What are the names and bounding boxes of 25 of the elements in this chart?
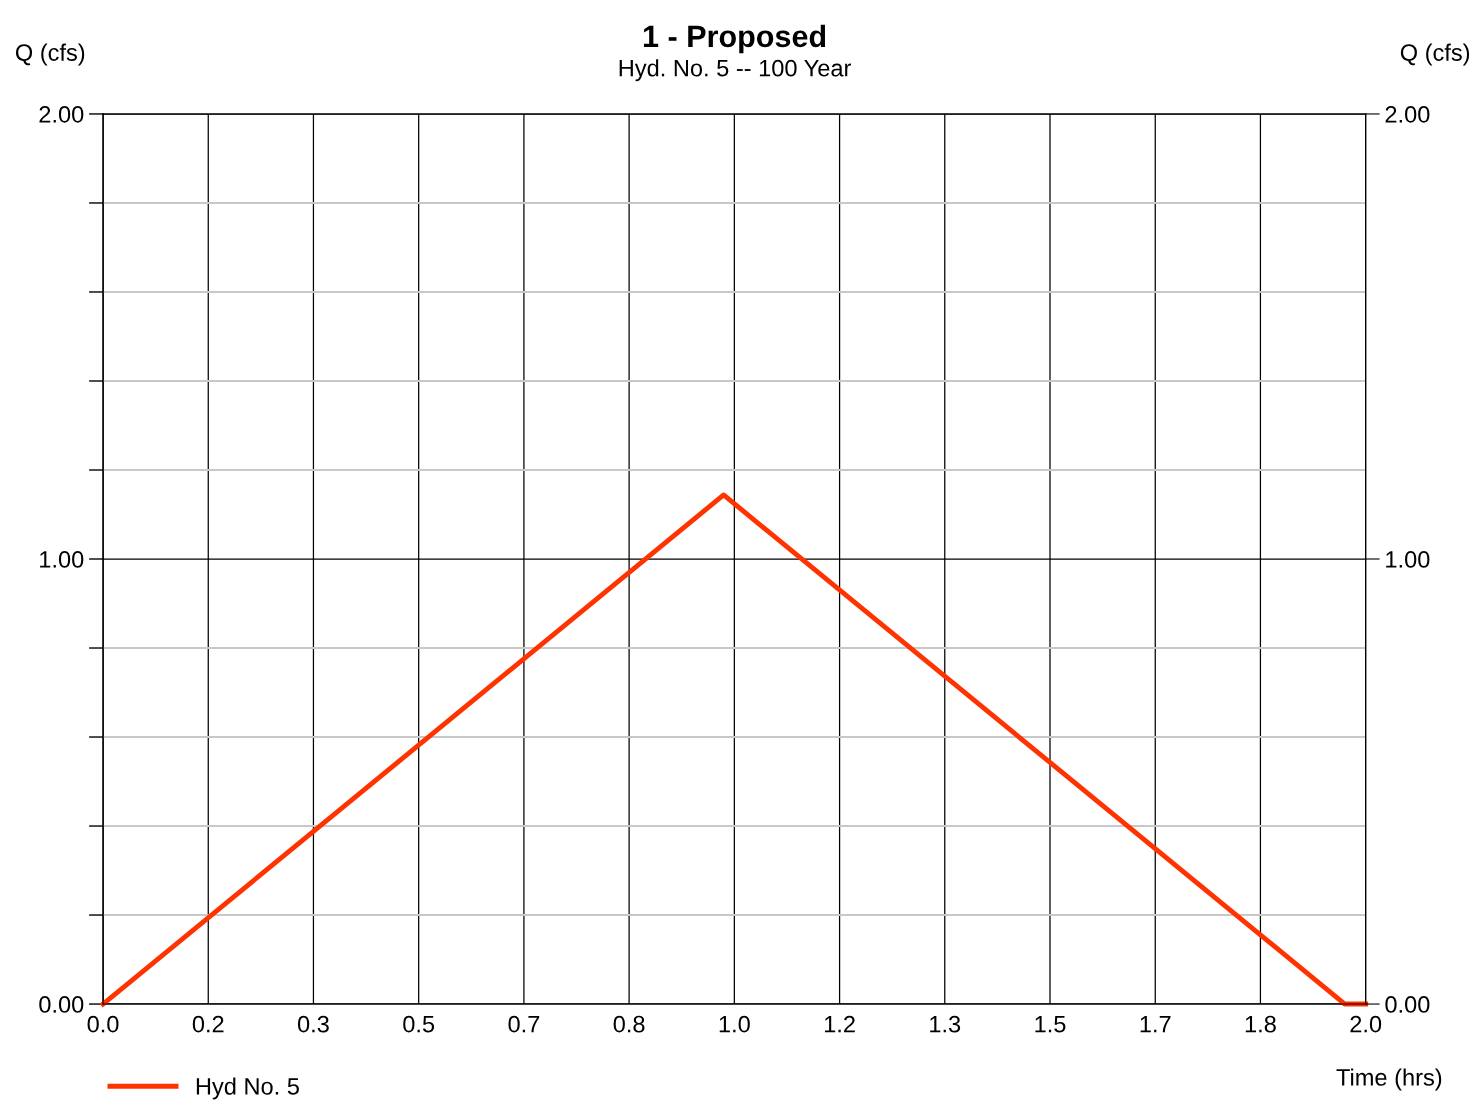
x-tick-label: 1.5	[1035, 1016, 1066, 1033]
x-tick-label: 0.8	[613, 1015, 645, 1033]
chart-subtitle: Hyd. No. 5 -- 100 Year	[619, 59, 852, 82]
y2-tick-label: 1.00	[1386, 551, 1430, 568]
y-tick-label: 1.00	[40, 551, 84, 568]
x-tick-label: 2.0	[1350, 1015, 1382, 1033]
y-tick-label: 0.00	[39, 996, 84, 1013]
x-tick-label: 0.5	[403, 1015, 435, 1033]
x-axis-title: Time (hrs)	[1336, 1068, 1442, 1091]
x-tick-label: 1.3	[930, 1015, 961, 1033]
chart-title: 1 - Proposed	[643, 24, 826, 54]
x-tick-label: 0.2	[192, 1015, 224, 1033]
legend-label: Hyd No. 5	[196, 1077, 299, 1100]
x-tick-label: 0.7	[508, 1015, 540, 1033]
x-tick-label: 1.7	[1140, 1016, 1171, 1033]
y2-tick-label: 0.00	[1385, 996, 1430, 1013]
y2-axis-title: Q (cfs)	[1400, 43, 1470, 66]
x-tick-label: 0.0	[87, 1015, 119, 1033]
y-tick-label: 2.00	[39, 106, 84, 123]
y-axis-title: Q (cfs)	[15, 43, 85, 66]
x-tick-label: 1.0	[719, 1015, 750, 1033]
x-tick-label: 1.2	[824, 1015, 855, 1033]
x-tick-label: 1.8	[1245, 1015, 1276, 1033]
x-tick-label: 0.3	[297, 1015, 329, 1033]
y2-tick-label: 2.00	[1385, 106, 1430, 123]
